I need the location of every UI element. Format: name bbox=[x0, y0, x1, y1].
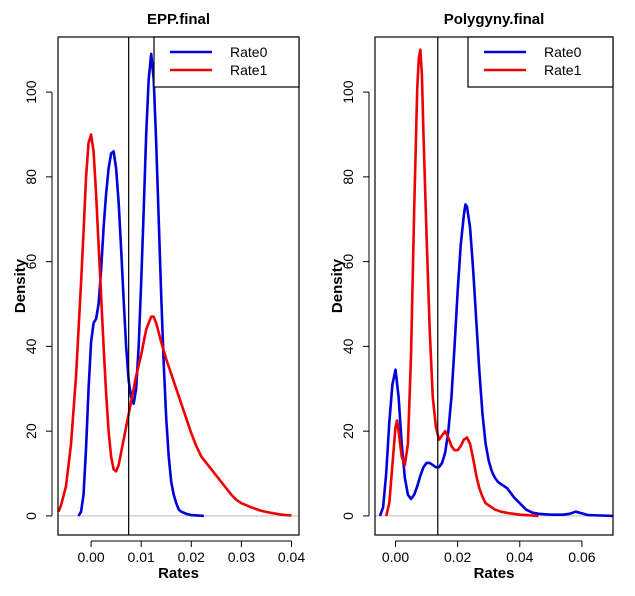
y-tick-label: 20 bbox=[340, 423, 356, 439]
x-axis: 0.00 0.02 0.04 0.06 Rates bbox=[382, 540, 596, 582]
y-tick-label: 100 bbox=[340, 80, 356, 104]
y-tick-label: 0 bbox=[340, 512, 356, 520]
chart-panel-2: Polygyny.final Rate0 Rate1 0.00 0.02 0.04 0.06… bbox=[329, 11, 614, 582]
x-tick-label: 0.06 bbox=[568, 549, 595, 565]
plot-frame bbox=[57, 36, 300, 536]
chart-title: Polygyny.final bbox=[444, 11, 545, 28]
x-tick-label: 0.00 bbox=[77, 549, 104, 565]
y-axis-label: Density bbox=[12, 258, 29, 313]
x-tick-label: 0.03 bbox=[228, 549, 255, 565]
x-tick-label: 0.02 bbox=[178, 549, 205, 565]
legend-label-rate1: Rate1 bbox=[230, 62, 268, 78]
legend: Rate0 Rate1 bbox=[153, 36, 300, 88]
series-line-rate1 bbox=[57, 133, 292, 517]
plot-frame bbox=[374, 36, 614, 536]
legend-label-rate1: Rate1 bbox=[544, 62, 582, 78]
x-tick-label: 0.02 bbox=[444, 549, 471, 565]
y-tick-label: 60 bbox=[23, 254, 39, 270]
y-tick-label: 40 bbox=[23, 338, 39, 354]
legend: Rate0 Rate1 bbox=[467, 36, 614, 88]
x-tick-label: 0.04 bbox=[278, 549, 305, 565]
y-tick-label: 60 bbox=[340, 254, 356, 270]
y-tick-label: 100 bbox=[23, 80, 39, 104]
series-line-rate1 bbox=[384, 48, 539, 518]
x-axis-label: Rates bbox=[474, 565, 515, 582]
chart-title: EPP.final bbox=[147, 11, 210, 28]
y-tick-label: 80 bbox=[340, 169, 356, 185]
legend-box bbox=[153, 36, 300, 88]
y-tick-label: 20 bbox=[23, 423, 39, 439]
chart-panel-1: EPP.final Rate0 Rate1 0.00 0.01 0.02 0.03 0.04 R… bbox=[12, 11, 305, 582]
y-axis: 0 20 40 60 80 100 Density bbox=[329, 80, 370, 520]
y-tick-label: 80 bbox=[23, 169, 39, 185]
x-axis-label: Rates bbox=[158, 565, 199, 582]
x-axis: 0.00 0.01 0.02 0.03 0.04 Rates bbox=[77, 540, 305, 582]
legend-label-rate0: Rate0 bbox=[230, 44, 268, 60]
y-tick-label: 0 bbox=[23, 512, 39, 520]
series-line-rate0 bbox=[378, 203, 614, 518]
series-line-rate0 bbox=[77, 52, 204, 518]
y-tick-label: 40 bbox=[340, 338, 356, 354]
x-tick-label: 0.01 bbox=[128, 549, 155, 565]
legend-label-rate0: Rate0 bbox=[544, 44, 582, 60]
y-axis-label: Density bbox=[329, 258, 346, 313]
x-tick-label: 0.00 bbox=[382, 549, 409, 565]
x-tick-label: 0.04 bbox=[506, 549, 533, 565]
y-axis: 0 20 40 60 80 100 Density bbox=[12, 80, 53, 520]
legend-box bbox=[467, 36, 614, 88]
